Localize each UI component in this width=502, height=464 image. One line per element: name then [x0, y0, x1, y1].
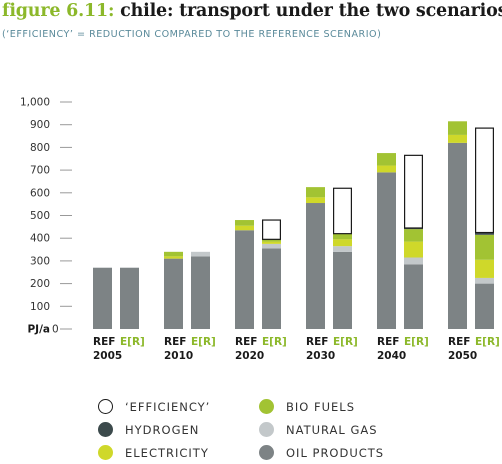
- category-label: 2020: [235, 350, 264, 362]
- bar-segment-bio-fuels: [404, 229, 423, 242]
- bar-segment-electricity: [235, 225, 254, 231]
- bar-segment-oil-products: [404, 264, 423, 329]
- bar-segment-natural-gas: [475, 277, 494, 284]
- legend-swatch: [98, 422, 113, 437]
- legend-item-natural-gas: NATURAL GAS: [259, 422, 378, 437]
- scenario-label: E[R]: [404, 336, 429, 348]
- bar-segment-electricity: [377, 165, 396, 173]
- bar-segment-oil-products: [93, 267, 112, 329]
- bar-segment-natural-gas: [404, 257, 423, 265]
- legend-label: ‘EFFICIENCY’: [125, 399, 211, 414]
- legend-swatch: [259, 445, 274, 460]
- scenario-label: E[R]: [475, 336, 500, 348]
- legend-label: BIO FUELS: [286, 399, 355, 414]
- legend-swatch: [98, 399, 113, 414]
- scenario-label: E[R]: [333, 336, 358, 348]
- y-tick-label: 0: [52, 324, 59, 336]
- bar-segment-bio-fuels: [448, 121, 467, 135]
- y-tick-label: 600: [30, 187, 50, 199]
- scenario-label: REF: [235, 336, 257, 348]
- bar-segment-electricity: [262, 241, 281, 244]
- bar-segment-natural-gas: [262, 243, 281, 249]
- bar-segment-efficiency: [404, 154, 424, 229]
- bar-segment-oil-products: [235, 230, 254, 329]
- scenario-label: E[R]: [191, 336, 216, 348]
- bar-segment-bio-fuels: [235, 220, 254, 226]
- legend-item-bio-fuels: BIO FUELS: [259, 399, 355, 414]
- legend-label: NATURAL GAS: [286, 422, 378, 437]
- bar-segment-hydrogen: [475, 232, 494, 235]
- stacked-bar-chart: 100 200 300 400 500 600 700 800 900 1,000 PJ/a 0 REF…: [20, 97, 500, 363]
- bar-segment-electricity: [306, 197, 325, 204]
- bar-segment-oil-products: [191, 256, 210, 329]
- bar-segment-bio-fuels: [333, 233, 352, 240]
- bar-segment-electricity: [164, 256, 183, 259]
- category-label: 2040: [377, 350, 406, 362]
- bar-segment-efficiency: [262, 219, 282, 240]
- chart-subtitle: (‘EFFICIENCY’ = REDUCTION COMPARED TO TH…: [2, 29, 382, 40]
- bar-segment-oil-products: [164, 258, 183, 329]
- bar-segment-oil-products: [306, 203, 325, 329]
- bar-segment-electricity: [475, 259, 494, 278]
- chart-title: figure 6.11: chile: transport under the …: [2, 1, 502, 21]
- legend-swatch: [259, 422, 274, 437]
- legend-item-hydrogen: HYDROGEN: [98, 422, 199, 437]
- category-label: 2030: [306, 350, 335, 362]
- legend-swatch: [259, 399, 274, 414]
- scenario-label: REF: [164, 336, 186, 348]
- scenario-label: REF: [306, 336, 328, 348]
- y-tick-label: 900: [30, 119, 50, 131]
- scenario-label: REF: [377, 336, 399, 348]
- bar-segment-electricity: [333, 239, 352, 247]
- legend-label: HYDROGEN: [125, 422, 200, 437]
- y-tick-label: 200: [30, 278, 50, 290]
- scenario-label: E[R]: [262, 336, 287, 348]
- bar-segment-bio-fuels: [475, 234, 494, 260]
- y-tick-label: 300: [30, 255, 50, 267]
- legend-item-efficiency: ‘EFFICIENCY’: [98, 399, 210, 414]
- bar-segment-bio-fuels: [262, 239, 281, 242]
- bar-segment-oil-products: [377, 172, 396, 329]
- y-tick-label: 500: [30, 210, 50, 222]
- y-tick-label: 1,000: [20, 97, 50, 109]
- y-tick-label: 700: [30, 165, 50, 177]
- y-tick-label: 800: [30, 142, 50, 154]
- bar-segment-oil-products: [120, 267, 139, 329]
- y-tick-label: 400: [30, 233, 50, 245]
- bar-segment-oil-products: [262, 248, 281, 329]
- bar-segment-oil-products: [448, 142, 467, 329]
- scenario-label: REF: [448, 336, 470, 348]
- bar-segment-efficiency: [333, 187, 353, 235]
- bar-segment-bio-fuels: [306, 187, 325, 198]
- scenario-label: REF: [93, 336, 115, 348]
- category-label: 2010: [164, 350, 193, 362]
- bar-segment-bio-fuels: [377, 153, 396, 166]
- legend-swatch: [98, 445, 113, 460]
- bar-segment-efficiency: [475, 127, 495, 234]
- y-tick-label: 100: [30, 301, 50, 313]
- figure-label: figure 6.11:: [2, 1, 115, 21]
- bar-segment-bio-fuels: [164, 251, 183, 257]
- bar-segment-natural-gas: [191, 251, 210, 257]
- legend-label: OIL PRODUCTS: [286, 445, 385, 460]
- legend-item-oil-products: OIL PRODUCTS: [259, 445, 384, 460]
- bar-segment-oil-products: [475, 283, 494, 329]
- y-axis-label: PJ/a: [27, 324, 50, 336]
- legend-label: ELECTRICITY: [125, 445, 209, 460]
- bar-segment-oil-products: [333, 251, 352, 329]
- category-label: 2050: [448, 350, 477, 362]
- bar-segment-electricity: [404, 241, 423, 258]
- scenario-label: E[R]: [120, 336, 145, 348]
- category-label: 2005: [93, 350, 122, 362]
- bar-segment-electricity: [448, 134, 467, 143]
- bar-segment-natural-gas: [333, 246, 352, 252]
- legend-item-electricity: ELECTRICITY: [98, 445, 209, 460]
- title-text: chile: transport under the two scenarios: [120, 1, 502, 21]
